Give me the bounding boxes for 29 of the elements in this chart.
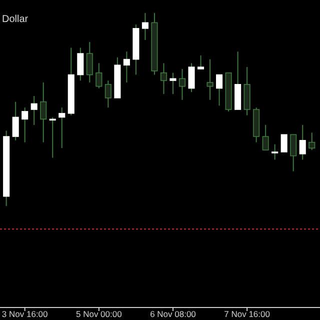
candlestick — [272, 144, 278, 160]
x-tick-label: 5 Nov 00:00 — [76, 309, 122, 319]
candlestick — [216, 74, 223, 106]
candlestick — [308, 132, 316, 151]
candlestick — [104, 80, 112, 108]
candlestick — [188, 62, 195, 93]
x-tick-label: 6 Nov 08:00 — [150, 309, 196, 319]
candlestick — [12, 101, 19, 141]
candlestick — [299, 124, 306, 160]
candlestick — [58, 107, 66, 149]
candlestick — [170, 72, 176, 95]
candlestick — [96, 62, 102, 89]
candlestick — [280, 134, 288, 152]
candlestick — [160, 62, 167, 95]
candlestick — [30, 95, 38, 126]
candlestick — [262, 124, 269, 151]
chart-title: Dollar — [2, 14, 29, 25]
x-tick-label: 3 Nov 16:00 — [2, 309, 48, 319]
candlestick — [290, 134, 297, 172]
candlestick — [142, 12, 148, 41]
candlestick — [123, 51, 130, 83]
candlestick — [86, 41, 93, 83]
candlestick — [22, 107, 28, 143]
candlestick — [77, 47, 84, 82]
candlestick — [178, 68, 186, 100]
candlestick — [197, 54, 204, 70]
candlestick — [206, 58, 214, 100]
x-tick-label: 7 Nov 16:00 — [224, 309, 270, 319]
candlestick — [40, 82, 47, 143]
